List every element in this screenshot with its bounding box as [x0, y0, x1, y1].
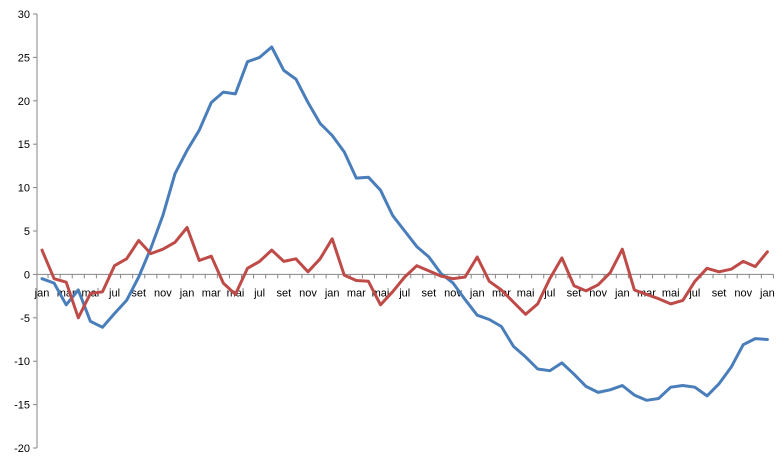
x-tick-label: jan	[614, 287, 630, 299]
x-tick-label: nov	[299, 287, 317, 299]
y-tick-label: 25	[18, 52, 30, 64]
x-tick-label: set	[276, 287, 291, 299]
y-tick-label: 0	[24, 269, 30, 281]
y-tick-label: -15	[14, 400, 30, 412]
x-tick-label: set	[131, 287, 146, 299]
x-tick-label: set	[712, 287, 727, 299]
x-tick-label: jan	[179, 287, 195, 299]
y-tick-label: -5	[20, 313, 30, 325]
series-lines	[40, 45, 769, 402]
x-tick-label: mar	[202, 287, 221, 299]
x-tick-label: jan	[324, 287, 340, 299]
y-tick-label: 30	[18, 9, 30, 21]
x-tick-label: jan	[34, 287, 50, 299]
y-tick-label: 15	[18, 139, 30, 151]
x-tick-label: jul	[398, 287, 410, 299]
x-tick-label: nov	[154, 287, 172, 299]
series-line-1	[40, 45, 769, 402]
x-tick-label: jul	[108, 287, 120, 299]
x-tick-label: mai	[517, 287, 535, 299]
x-tick-label: set	[567, 287, 582, 299]
y-axis: -20 -15 -10 -5 0 5 10 15 20 25 30	[14, 9, 38, 455]
y-tick-label: 10	[18, 183, 30, 195]
x-tick-label: set	[422, 287, 437, 299]
x-tick-label: jan	[469, 287, 485, 299]
y-tick-label: 5	[24, 226, 30, 238]
y-tick-label: 20	[18, 96, 30, 108]
x-tick-label: jan	[759, 287, 775, 299]
x-tick-label: mar	[347, 287, 366, 299]
series-line-2	[40, 226, 769, 320]
x-tick-label: jul	[543, 287, 555, 299]
x-tick-label: nov	[589, 287, 607, 299]
x-tick-label: jul	[688, 287, 700, 299]
x-tick-label: nov	[734, 287, 752, 299]
x-tick-label: jul	[253, 287, 265, 299]
y-tick-label: -10	[14, 356, 30, 368]
y-tick-label: -20	[14, 443, 30, 455]
x-tick-label: mai	[662, 287, 680, 299]
